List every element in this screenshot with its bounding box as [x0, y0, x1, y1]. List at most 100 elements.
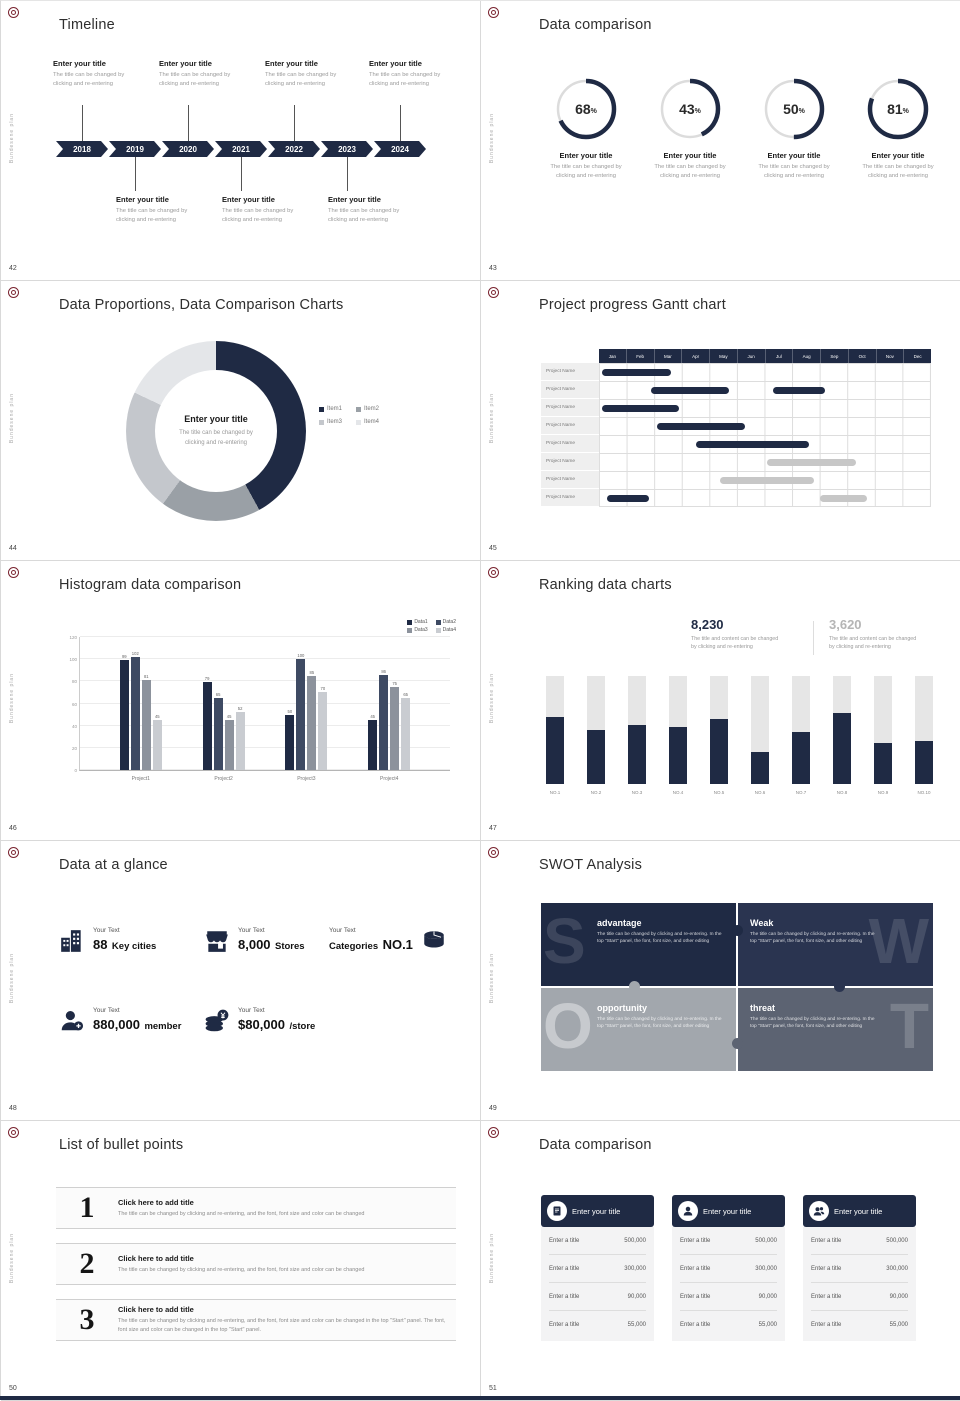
slide-title: Project progress Gantt chart	[539, 297, 726, 313]
slide-title: Ranking data charts	[539, 577, 672, 593]
gantt-month-header: Jul	[764, 349, 793, 363]
slide-sidebar: Bundesene plan 48	[1, 841, 31, 1120]
slide-43-ring-comparison[interactable]: Bundesene plan 43 Data comparison 68% En…	[481, 1, 960, 281]
caption-line: by clicking and re-entering	[691, 644, 753, 651]
swot-heading: opportunity	[597, 1003, 647, 1013]
ring-percent: 81%	[866, 77, 930, 141]
timeline-connector	[400, 105, 401, 141]
caption-line: The title can be changed by	[53, 72, 125, 78]
rank-bar-fill	[915, 740, 933, 784]
gantt-row-labels: Project Name Project Name Project Name Proj…	[541, 363, 599, 507]
hist-legend-item: Data1	[407, 619, 428, 625]
gantt-bar	[601, 368, 671, 376]
row-label: Enter a title	[549, 1322, 580, 1328]
bullet-caption: The title can be changed by clicking and…	[118, 1210, 365, 1217]
rank-x-label: NO.1	[549, 790, 561, 795]
slide-44-donut[interactable]: Bundesene plan 44 Data Proportions, Data…	[1, 281, 481, 561]
slide-title: Data at a glance	[59, 857, 168, 873]
hist-gridline	[80, 746, 450, 748]
slide-sidebar: Bundesene plan 46	[1, 561, 31, 840]
slide-49-swot[interactable]: Bundesene plan 49 SWOT Analysis S advant…	[481, 841, 960, 1121]
stat-unit: member	[144, 1021, 182, 1032]
donut-chart: Enter your title The title can be change…	[126, 341, 306, 521]
row-label: Enter a title	[811, 1322, 842, 1328]
ranking-stat-primary: 8,230 The title and content can be chang…	[691, 617, 778, 651]
hist-gridline	[80, 724, 450, 726]
hist-ytick-label: 40	[71, 723, 77, 729]
hist-bar-value: 100	[297, 653, 305, 659]
rank-x-label: NO.5	[713, 790, 725, 795]
caption-line: clicking and re-entering	[369, 81, 429, 88]
caption-line: The title can be changed by	[654, 164, 726, 170]
hist-bar-value: 81	[143, 674, 149, 680]
gantt-month-header: Sep	[820, 349, 848, 363]
donut-center: Enter your title The title can be change…	[155, 370, 277, 492]
timeline-item-caption: The title can be changed by clicking and …	[265, 71, 363, 90]
timeline-item-bottom: Enter your title The title can be change…	[222, 195, 320, 226]
hist-bar-column: 45	[368, 637, 378, 770]
hist-bar-value: 65	[403, 691, 409, 697]
hist-bar	[318, 692, 328, 770]
row-value: 55,000	[627, 1322, 646, 1328]
ring-caption: The title can be changed by clicking and …	[746, 163, 842, 182]
slide-number: 49	[489, 1105, 497, 1112]
percent-sign: %	[694, 107, 701, 115]
stat-label: Your Text	[329, 927, 356, 934]
ring-title: Enter your title	[871, 151, 925, 160]
gantt-month-header: May	[709, 349, 737, 363]
swot-letter: O	[543, 990, 593, 1062]
histogram-legend: Data1 Data2 Data3 Data4	[407, 619, 456, 633]
gantt-month-header: Apr	[681, 349, 709, 363]
hist-group: 50 100 85 70 Project3	[284, 637, 328, 782]
bullet-item: 2 Click here to add title The title can …	[56, 1243, 456, 1285]
hist-ytick-label: 100	[69, 657, 77, 663]
slide-51-comparison-panels[interactable]: Bundesene plan 51 Data comparison Enter …	[481, 1121, 960, 1401]
people-icon	[809, 1201, 829, 1221]
legend-swatch-icon	[407, 619, 413, 625]
hist-bar	[296, 659, 306, 770]
page-bottom-edge	[0, 1396, 960, 1400]
sidebar-vertical-label: Bundesene plan	[9, 673, 15, 724]
legend-swatch-icon	[356, 419, 362, 425]
slide-46-histogram[interactable]: Bundesene plan 46 Histogram data compari…	[1, 561, 481, 841]
person-icon	[678, 1201, 698, 1221]
gantt-month-header: Mar	[653, 349, 682, 363]
slide-45-gantt[interactable]: Bundesene plan 45 Project progress Gantt…	[481, 281, 960, 561]
swot-heading: Weak	[750, 918, 774, 928]
swot-threat-quad: T threat The title can be changed by cli…	[738, 988, 933, 1071]
ring-caption: The title can be changed by clicking and …	[850, 163, 946, 182]
timeline-connector	[135, 157, 136, 191]
rank-bar-column: NO.10	[915, 676, 933, 795]
hist-bar-column: 85	[307, 637, 317, 770]
hist-legend-label: Data4	[442, 627, 456, 633]
slide-42-timeline[interactable]: Bundesene plan 42 Timeline Enter your ti…	[1, 1, 481, 281]
timeline-connector	[347, 157, 348, 191]
progress-ring-icon	[555, 78, 617, 140]
hist-bar-column: 81	[141, 637, 151, 770]
slide-47-ranking[interactable]: Bundesene plan 47 Ranking data charts 8,…	[481, 561, 960, 841]
timeline-item-title: Enter your title	[369, 59, 422, 68]
hist-ytick-label: 20	[71, 745, 77, 751]
gantt-month-header: Oct	[847, 349, 876, 363]
swot-caption: The title can be changed by clicking and…	[750, 932, 875, 945]
swot-letter: W	[868, 905, 929, 977]
hist-group: 79 65 45 52 Project2	[202, 637, 246, 782]
slide-number: 48	[9, 1105, 17, 1112]
stat-unit: /store	[289, 1021, 316, 1032]
slide-50-bullets[interactable]: Bundesene plan 50 List of bullet points …	[1, 1121, 481, 1401]
hist-group: 45 86 75 65 Project4	[367, 637, 411, 782]
donut-legend: Item1 Item2 Item3 Item4	[319, 406, 379, 425]
slide-48-glance[interactable]: Bundesene plan 48 Data at a glance Your …	[1, 841, 481, 1121]
sidebar-vertical-label: Bundesene plan	[489, 1233, 495, 1284]
hist-bar-value: 99	[121, 654, 127, 660]
rank-x-label: NO.10	[917, 790, 931, 795]
ring-percent-value: 43	[679, 101, 695, 117]
timeline-year: 2023	[321, 141, 373, 157]
gantt-row-label: Project Name	[541, 417, 599, 435]
row-value: 300,000	[886, 1265, 908, 1272]
slide-number: 50	[9, 1385, 17, 1392]
row-label: Enter a title	[549, 1237, 580, 1244]
hist-bar-value: 45	[370, 714, 376, 720]
hist-bar	[152, 720, 162, 770]
swot-letter: S	[543, 905, 586, 977]
